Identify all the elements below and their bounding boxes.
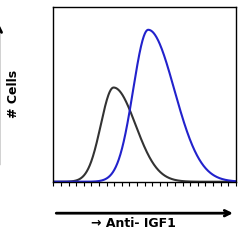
Text: → Anti- IGF1: → Anti- IGF1 xyxy=(91,217,176,230)
Text: # Cells: # Cells xyxy=(7,70,20,118)
